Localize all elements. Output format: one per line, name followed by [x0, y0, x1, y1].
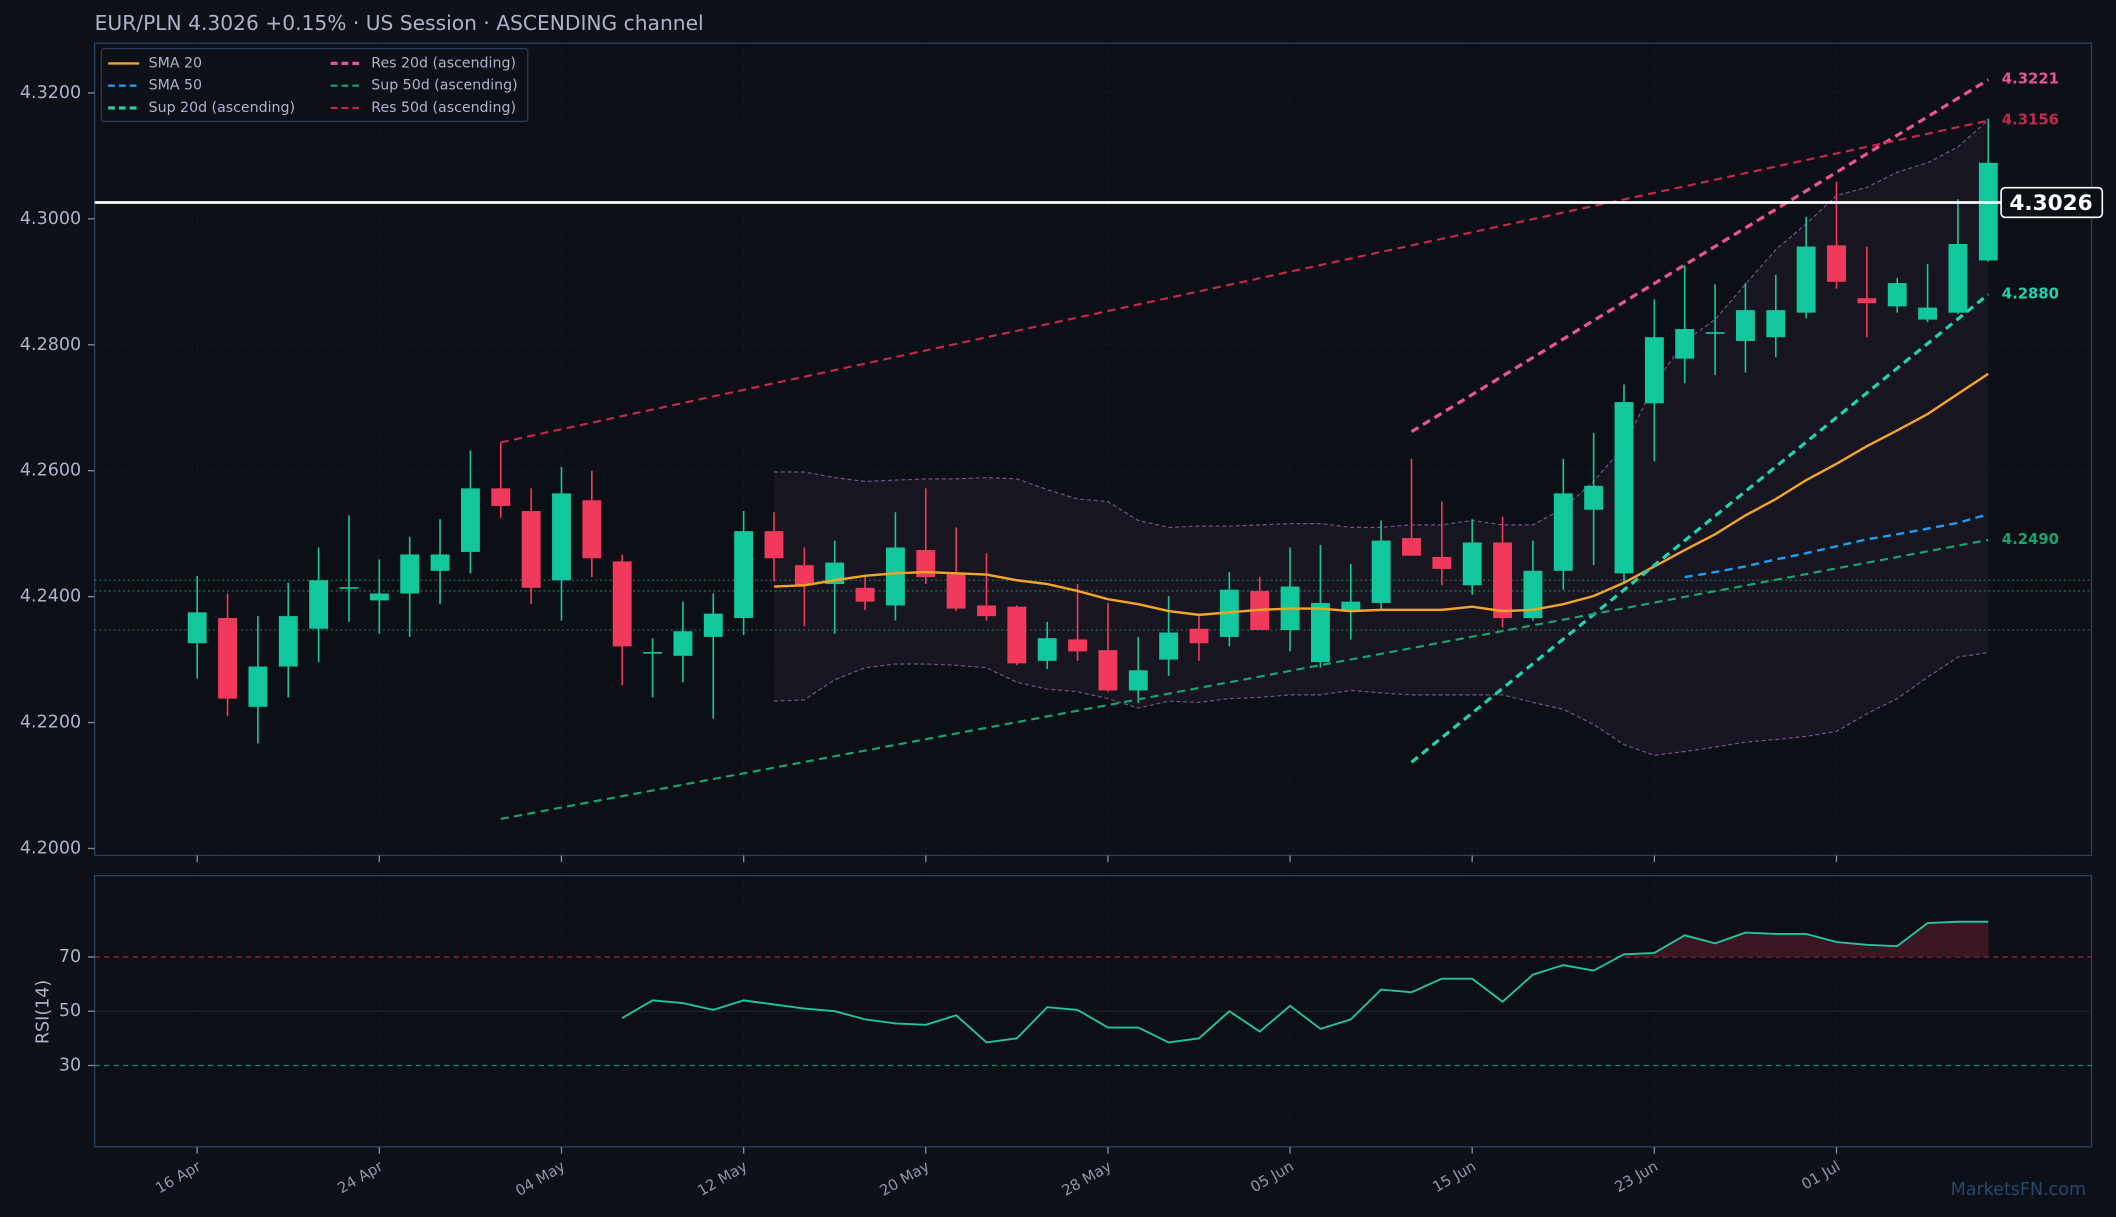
- candle-body: [1705, 332, 1725, 334]
- candle-body: [1189, 628, 1209, 644]
- candle-body: [491, 488, 511, 506]
- trendline: [1410, 78, 1990, 434]
- y-tick-label: 4.3000: [20, 209, 81, 229]
- candle-body: [1128, 670, 1148, 691]
- sma-line: [773, 372, 1989, 617]
- chart-title: EUR/PLN 4.3026 +0.15% · US Session · ASC…: [95, 11, 704, 35]
- candle-body: [369, 593, 389, 601]
- candle-body: [1098, 650, 1118, 691]
- rsi-tick-label: 50: [59, 1001, 81, 1021]
- candle-body: [1735, 310, 1755, 341]
- candle-body: [1796, 246, 1816, 313]
- last-price-box: [2000, 186, 2104, 219]
- candle-body: [400, 554, 420, 594]
- candle-body: [1918, 307, 1938, 320]
- rsi-line: [621, 920, 1989, 1044]
- candle-body: [1584, 485, 1604, 510]
- watermark: MarketsFN.com: [1951, 1180, 2086, 1200]
- candle-body: [855, 587, 875, 602]
- candle-body: [248, 666, 268, 707]
- candle-body: [1341, 601, 1361, 610]
- candle-body: [430, 554, 450, 571]
- legend-label: Res 50d (ascending): [371, 100, 516, 116]
- y-tick-label: 4.2600: [20, 461, 81, 481]
- candle-body: [309, 580, 329, 629]
- candle-body: [521, 510, 541, 588]
- trendline: [1410, 293, 1990, 764]
- candle-body: [1523, 570, 1543, 619]
- y-tick-label: 4.2400: [20, 587, 81, 607]
- trendline: [500, 538, 1989, 820]
- y-tick-label: 4.2800: [20, 335, 81, 355]
- candle-body: [1978, 162, 1998, 261]
- candle-body: [885, 547, 905, 606]
- candle-body: [1948, 244, 1968, 313]
- candle-body: [1675, 329, 1695, 359]
- candle-body: [1432, 556, 1452, 569]
- candle-body: [794, 565, 814, 586]
- candle-body: [946, 573, 966, 609]
- candle-body: [1553, 493, 1573, 571]
- y-tick-label: 4.2000: [20, 838, 81, 858]
- candle-body: [1462, 542, 1482, 586]
- candle-body: [1402, 538, 1421, 556]
- candle-body: [1766, 310, 1786, 338]
- candle-body: [339, 587, 359, 589]
- candle-body: [582, 500, 602, 559]
- candle-body: [1310, 602, 1330, 663]
- candle-body: [1887, 283, 1907, 307]
- candle-body: [1371, 540, 1391, 603]
- candle-body: [218, 618, 237, 699]
- candle-body: [1857, 298, 1877, 304]
- trendline-end-label: 4.2880: [2002, 285, 2059, 302]
- candle-body: [1614, 402, 1634, 574]
- candle-body: [916, 550, 936, 578]
- candle-body: [703, 613, 723, 637]
- candle-body: [612, 561, 632, 647]
- candle-body: [1159, 632, 1179, 660]
- trendline: [500, 119, 1989, 444]
- legend-box: [100, 47, 529, 123]
- y-tick-label: 4.2200: [20, 713, 81, 733]
- trendline-end-label: 4.3156: [2002, 112, 2059, 129]
- overbought-fill: [622, 921, 1989, 958]
- candle-body: [552, 493, 571, 581]
- candle-body: [1827, 245, 1846, 282]
- candle-body: [460, 488, 480, 552]
- candle-body: [187, 612, 207, 644]
- candle-body: [1037, 638, 1057, 661]
- trendline-end-label: 4.3221: [2002, 71, 2059, 88]
- candle-body: [278, 616, 298, 667]
- candle-body: [1493, 542, 1513, 619]
- legend-label: Sup 50d (ascending): [371, 78, 517, 94]
- last-price-label: 4.3026: [2009, 191, 2092, 216]
- candle-body: [643, 652, 663, 654]
- rsi-axis-label: RSI(14): [33, 980, 53, 1044]
- rsi-tick-label: 30: [59, 1055, 81, 1075]
- y-tick-label: 4.3200: [20, 83, 81, 103]
- legend-label: SMA 20: [149, 55, 202, 71]
- legend-label: Sup 20d (ascending): [149, 100, 295, 116]
- candle-body: [1007, 606, 1027, 664]
- trendline-end-label: 4.2490: [2002, 531, 2059, 548]
- candle-body: [673, 631, 693, 656]
- candle-body: [764, 531, 784, 559]
- candle-body: [1644, 337, 1664, 404]
- candle-body: [1068, 639, 1088, 652]
- candle-body: [977, 605, 996, 617]
- legend-label: Res 20d (ascending): [371, 55, 516, 71]
- candle-body: [734, 531, 754, 619]
- band-lower: [773, 652, 1989, 756]
- rsi-tick-label: 70: [59, 947, 81, 967]
- sma-line: [1684, 512, 1989, 579]
- legend-label: SMA 50: [149, 78, 202, 94]
